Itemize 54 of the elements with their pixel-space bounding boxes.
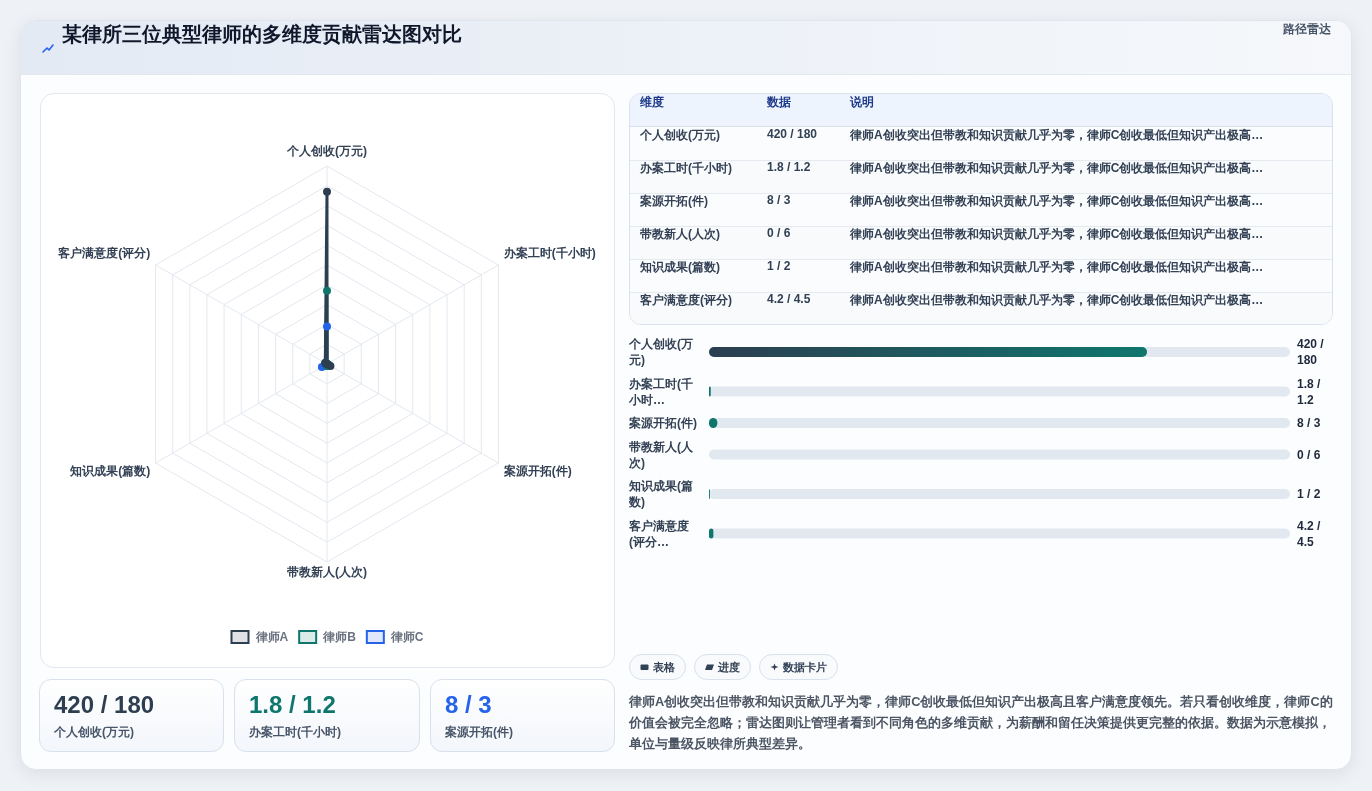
legend-label: 律师B <box>322 630 357 644</box>
text: 律师A创收突出但带教和知识贡献几乎为零，律师C创收最低但知识产出极高… <box>850 293 1264 307</box>
spoke-label: 客户满意度(评分) <box>57 246 151 260</box>
category-label: 维度 <box>640 94 664 111</box>
text: 4.2 / 4.5 <box>1297 518 1322 549</box>
text: 1 / 2 <box>767 259 791 273</box>
legend-label: 律师C <box>389 630 424 644</box>
text: 律师A创收突出但带教和知识贡献几乎为零，律师C创收最低但知识产出极高… <box>850 128 1264 142</box>
text: 知识成果(篇数) <box>640 260 720 274</box>
text: 客户满意度(评分) <box>640 293 732 307</box>
text: 1 / 2 <box>1297 487 1321 501</box>
text: 办案工时(千小时) <box>640 161 732 175</box>
y-tick-label: 办案工时(千小时… <box>628 376 693 407</box>
text: 0 / 6 <box>767 226 791 240</box>
text: 律师A创收突出但带教和知识贡献几乎为零，律师C创收最低但知识产出极高… <box>850 194 1264 208</box>
text: 路径雷达 <box>1283 21 1331 38</box>
text: 1.8 / 1.2 <box>249 691 336 719</box>
category-label: 数据 <box>767 94 791 111</box>
text: 带教新人(人次) <box>640 227 720 241</box>
text: 8 / 3 <box>767 193 791 207</box>
spoke-label: 个人创收(万元) <box>286 144 367 158</box>
category-label: 进度 <box>718 659 740 675</box>
text: 办案工时(千小时) <box>249 724 341 741</box>
category-label: 说明 <box>850 94 874 111</box>
y-tick-label: 带教新人(人次) <box>629 439 694 470</box>
category-label: 表格 <box>653 659 675 675</box>
y-tick-label: 知识成果(篇数) <box>628 479 693 509</box>
y-tick-label: 案源开拓(件) <box>628 416 697 430</box>
text: 案源开拓(件) <box>640 194 708 208</box>
text: 某律所三位典型律师的多维度贡献雷达图对比 <box>62 22 462 47</box>
spoke-label: 带教新人(人次) <box>287 565 367 579</box>
text: 1.8 / 1.2 <box>1297 376 1322 407</box>
text: 1.8 / 1.2 <box>767 160 811 174</box>
category-label: 数据卡片 <box>783 659 827 675</box>
spoke-label: 案源开拓(件) <box>502 464 572 478</box>
y-tick-label: 个人创收(万元) <box>628 337 693 367</box>
text: 个人创收(万元) <box>640 128 720 142</box>
text: 个人创收(万元) <box>54 724 134 741</box>
spoke-label: 知识成果(篇数) <box>69 464 151 478</box>
text: 律师A创收突出但带教和知识贡献几乎为零，律师C创收最低但知识产出极高且客户满意度领先。若只看创收维度，律师C的价值会被完全忽略；雷达图则让管理者看到不同角色的多维贡献，为薪酬和留任决策提供更完整的依据。数据为示意模拟，单位与量级反映律所典型差异。 <box>629 693 1334 753</box>
text: 420 / 180 <box>767 127 818 141</box>
text: 0 / 6 <box>1297 447 1321 462</box>
text: 律师A创收突出但带教和知识贡献几乎为零，律师C创收最低但知识产出极高… <box>850 227 1264 241</box>
text: 420 / 180 <box>54 691 155 719</box>
text: 4.2 / 4.5 <box>767 292 811 306</box>
y-tick-label: 客户满意度(评分… <box>628 518 689 549</box>
text: 律师A创收突出但带教和知识贡献几乎为零，律师C创收最低但知识产出极高… <box>850 260 1264 274</box>
text: 8 / 3 <box>445 691 492 719</box>
text: 8 / 3 <box>1297 416 1321 430</box>
text: 律师A创收突出但带教和知识贡献几乎为零，律师C创收最低但知识产出极高… <box>850 161 1264 175</box>
text: 420 / 180 <box>1297 337 1325 367</box>
legend-label: 律师A <box>254 630 289 644</box>
text: 案源开拓(件) <box>445 724 513 741</box>
spoke-label: 办案工时(千小时) <box>502 246 596 260</box>
